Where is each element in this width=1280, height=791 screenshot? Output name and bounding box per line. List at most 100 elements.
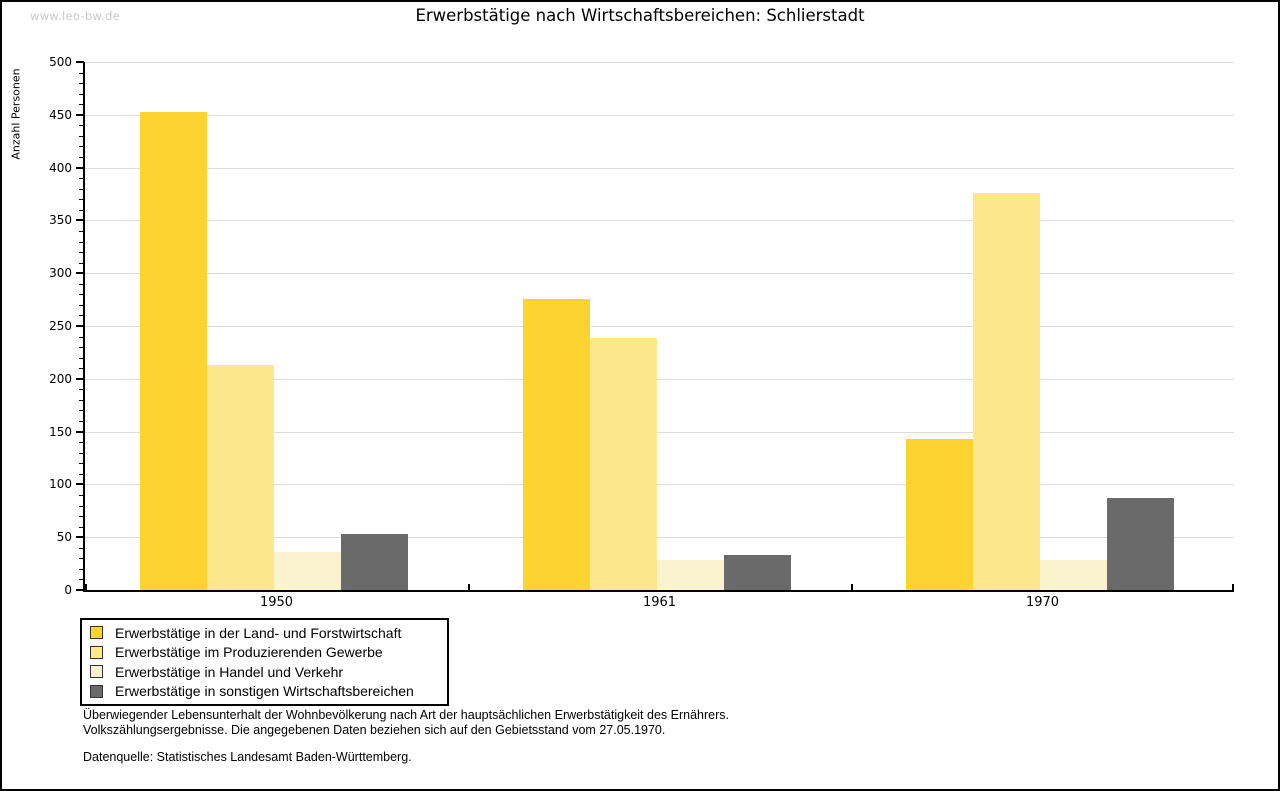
bar-1950-series-2: [207, 365, 274, 590]
plot-area: 1950 1961 1970 0 50 100 150 200 250 300 350 400 450 5…: [49, 55, 1234, 610]
y-minor-tick: [79, 368, 84, 370]
bar-1970-series-2: [973, 192, 1040, 590]
legend-box: Erwerbstätige in der Land- und Forstwirt…: [80, 618, 449, 706]
legend-swatch-series-1: [90, 626, 103, 640]
y-tick-label: 500: [49, 55, 72, 69]
y-minor-tick: [79, 579, 84, 581]
y-gridline: [85, 220, 1234, 222]
bar-1950-series-3: [274, 551, 341, 590]
chart-title: Erwerbstätige nach Wirtschaftsbereichen:…: [415, 6, 865, 25]
bar-1970-series-3: [1040, 560, 1107, 590]
x-category-label: 1970: [1025, 595, 1060, 610]
y-minor-tick: [79, 188, 84, 190]
y-minor-tick: [79, 389, 84, 391]
y-gridline: [85, 484, 1234, 486]
legend-label: Erwerbstätige in sonstigen Wirtschaftsbe…: [115, 683, 414, 700]
y-major-tick: [76, 589, 84, 591]
y-gridline: [85, 537, 1234, 539]
y-tick-label: 200: [49, 371, 72, 386]
bar-1961-series-3: [657, 560, 724, 590]
y-major-tick: [76, 219, 84, 222]
y-minor-tick: [79, 357, 84, 359]
y-minor-tick: [79, 294, 84, 296]
y-major-tick: [76, 430, 84, 433]
bar-1950-series-1: [140, 111, 207, 590]
y-minor-tick: [79, 421, 84, 423]
y-minor-tick: [79, 283, 84, 285]
y-minor-tick: [79, 558, 84, 560]
bar-1970-series-4: [1107, 498, 1174, 590]
legend-item: Erwerbstätige in Handel und Verkehr: [90, 662, 439, 682]
bar-1961-series-1: [523, 298, 590, 590]
y-major-tick: [76, 166, 84, 169]
y-major-tick: [76, 272, 84, 275]
y-minor-tick: [79, 452, 84, 454]
y-minor-tick: [79, 199, 84, 201]
y-minor-tick: [79, 104, 84, 106]
y-gridline: [85, 273, 1234, 275]
legend-swatch-series-3: [90, 665, 103, 679]
y-minor-tick: [79, 568, 84, 570]
y-minor-tick: [79, 230, 84, 232]
y-minor-tick: [79, 93, 84, 95]
y-tick-label: 100: [49, 477, 72, 492]
y-minor-tick: [79, 526, 84, 528]
y-major-tick: [76, 483, 84, 486]
footer-line-2: Volkszählungsergebnisse. Die angegebenen…: [83, 722, 666, 737]
y-minor-tick: [79, 547, 84, 549]
y-minor-tick: [79, 125, 84, 127]
y-minor-tick: [79, 505, 84, 507]
y-minor-tick: [79, 83, 84, 85]
y-minor-tick: [79, 178, 84, 180]
y-major-tick: [76, 113, 84, 116]
y-tick-label: 350: [49, 213, 72, 228]
legend-item: Erwerbstätige in sonstigen Wirtschaftsbe…: [90, 682, 439, 702]
y-minor-tick: [79, 516, 84, 518]
y-tick-label: 0: [64, 583, 72, 597]
y-major-tick: [76, 325, 84, 327]
x-category-label: 1961: [642, 595, 677, 610]
bar-1970-series-1: [906, 439, 973, 590]
y-minor-tick: [79, 442, 84, 444]
y-gridline: [85, 431, 1234, 433]
y-tick-label: 300: [49, 266, 72, 281]
y-gridline: [85, 62, 1234, 63]
data-source-note: Datenquelle: Statistisches Landesamt Bad…: [83, 750, 412, 764]
legend-swatch-series-2: [90, 645, 103, 659]
footer-line-1: Überwiegender Lebensunterhalt der Wohnbe…: [83, 708, 729, 722]
legend-swatch-series-4: [90, 684, 103, 698]
y-tick-label: 400: [49, 160, 72, 175]
y-minor-tick: [79, 347, 84, 349]
y-minor-tick: [79, 399, 84, 401]
legend-item: Erwerbstätige in der Land- und Forstwirt…: [90, 623, 439, 643]
y-minor-tick: [79, 262, 84, 264]
y-minor-tick: [79, 336, 84, 338]
y-minor-tick: [79, 146, 84, 148]
y-minor-tick: [79, 72, 84, 74]
y-minor-tick: [79, 241, 84, 243]
y-minor-tick: [79, 463, 84, 465]
y-gridline: [85, 326, 1234, 327]
y-tick-label: 250: [49, 319, 72, 333]
y-minor-tick: [79, 473, 84, 475]
y-major-tick: [76, 61, 84, 63]
footer-note: Überwiegender Lebensunterhalt der Wohnbe…: [83, 708, 729, 737]
y-minor-tick: [79, 494, 84, 496]
legend-item: Erwerbstätige im Produzierenden Gewerbe: [90, 643, 439, 663]
bar-1950-series-4: [341, 534, 408, 590]
x-category-label: 1950: [259, 595, 294, 610]
x-axis-tick: [851, 584, 853, 590]
y-minor-tick: [79, 135, 84, 137]
y-gridline: [85, 378, 1234, 380]
y-gridline: [85, 167, 1234, 169]
x-axis-tick: [468, 584, 470, 590]
bar-1961-series-4: [724, 555, 791, 590]
y-tick-label: 150: [49, 424, 72, 439]
y-minor-tick: [79, 252, 84, 254]
watermark-leo-bw: www.leo-bw.de: [30, 9, 121, 23]
y-major-tick: [76, 536, 84, 539]
y-tick-label: 50: [56, 530, 72, 545]
y-major-tick: [76, 377, 84, 380]
y-axis-label: Anzahl Personen: [9, 68, 23, 160]
